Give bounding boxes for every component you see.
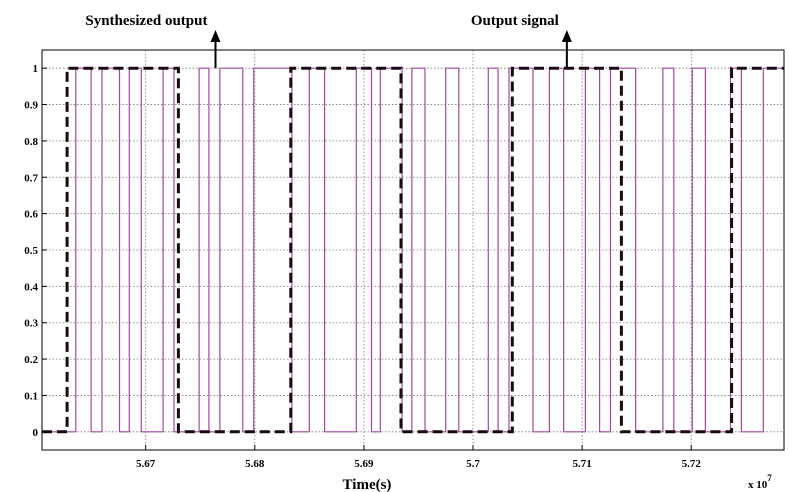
y-tick-label: 1 [33, 63, 39, 75]
y-tick-label: 0 [33, 427, 39, 439]
annotation-arrowhead [210, 30, 221, 42]
x-tick-label: 5.68 [245, 458, 265, 470]
annotation-arrowhead [561, 30, 572, 42]
annotation-label: Synthesized output [85, 13, 207, 29]
x-multiplier: x 107 [748, 473, 772, 491]
x-tick-label: 5.72 [682, 458, 702, 470]
y-tick-label: 0.3 [24, 318, 38, 330]
y-tick-label: 0.6 [24, 209, 38, 221]
output-signal-line [42, 66, 784, 434]
annotations: Synthesized output Output signal [85, 13, 572, 69]
y-tick-label: 0.4 [24, 281, 38, 293]
x-tick-label: 5.67 [136, 458, 156, 470]
annotation-label: Output signal [471, 13, 559, 29]
y-tick-label: 0.5 [24, 245, 38, 257]
y-tick-label: 0.7 [24, 172, 38, 184]
x-multiplier-exponent: 7 [767, 473, 772, 483]
ticks: 0 0.1 0.2 0.3 0.4 0.5 0.6 0.7 0.8 0.9 1 5.67 5.68 5.6… [24, 63, 701, 470]
y-tick-label: 0.9 [24, 100, 38, 112]
y-tick-label: 0.1 [24, 390, 38, 402]
y-tick-label: 0.2 [24, 354, 38, 366]
series-group [42, 66, 784, 434]
x-tick-label: 5.71 [573, 458, 592, 470]
x-tick-label: 5.69 [354, 458, 374, 470]
x-tick-label: 5.7 [466, 458, 480, 470]
x-multiplier-base: x 10 [748, 479, 768, 491]
y-tick-label: 0.8 [24, 136, 38, 148]
synthesized-output-line [42, 67, 784, 433]
x-axis-label: Time(s) [343, 477, 392, 492]
